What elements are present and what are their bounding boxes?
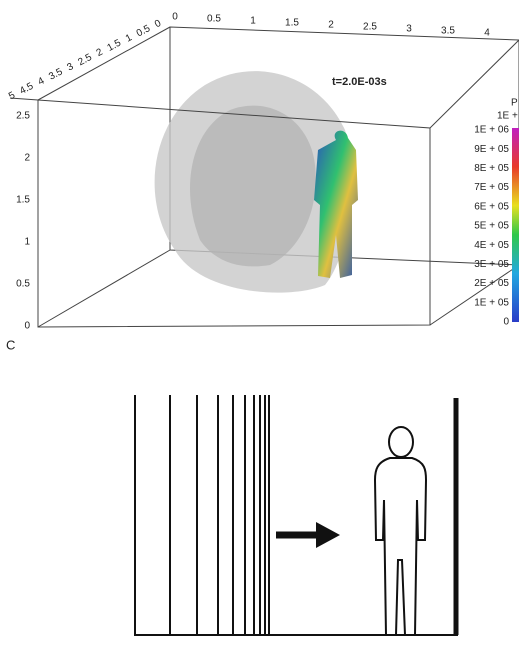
- x-tick-label: 0: [172, 12, 178, 23]
- x-tick-label: 0.5: [207, 14, 221, 25]
- depth-tick-label: 4: [36, 75, 46, 88]
- depth-tick-label: 1: [124, 32, 134, 45]
- depth-tick-label: 0: [153, 18, 163, 31]
- wave-fronts: [170, 395, 269, 635]
- colorbar-label: 7E + 05: [474, 182, 509, 193]
- depth-tick-label: 5: [7, 90, 17, 103]
- depth-tick-label: 2.5: [76, 52, 94, 68]
- colorbar: [512, 128, 519, 322]
- edge: [38, 250, 170, 327]
- schematic: [135, 395, 458, 635]
- colorbar-title: P: [511, 98, 518, 109]
- colorbar-label: 1E + 05: [474, 297, 509, 308]
- x-tick-label: 2.5: [363, 22, 377, 33]
- depth-tick-label: 4.5: [18, 81, 36, 97]
- depth-tick-label: 0.5: [135, 23, 153, 39]
- colorbar-label: 3E + 05: [474, 259, 509, 270]
- colorbar-label: 2E + 05: [474, 278, 509, 289]
- x-tick-label: 3: [406, 24, 412, 35]
- x-tick-label: 1.5: [285, 18, 299, 29]
- figure: t=2.0E-03s C P 1E + 00.511.522.533.5454.…: [0, 0, 519, 668]
- z-tick-label: 1.5: [16, 195, 30, 206]
- z-tick-label: 2.5: [16, 111, 30, 122]
- colorbar-label: 5E + 05: [474, 221, 509, 232]
- x-tick-label: 4: [484, 28, 490, 39]
- depth-tick-label: 2: [95, 47, 105, 60]
- colorbar-label: 6E + 05: [474, 201, 509, 212]
- z-tick-label: 0.5: [16, 279, 30, 290]
- z-tick-label: 2: [24, 153, 30, 164]
- colorbar-label: 1E + 06: [474, 125, 509, 136]
- time-label: t=2.0E-03s: [332, 76, 387, 88]
- z-tick-label: 0: [24, 321, 30, 332]
- plot-box: [10, 27, 519, 327]
- depth-tick-label: 1.5: [106, 37, 124, 53]
- depth-tick-label: 3: [65, 61, 75, 74]
- x-tick-label: 3.5: [441, 26, 455, 37]
- colorbar-top-label: 1E +: [497, 111, 518, 122]
- page: {"panel_label": "C", "time_label": "t=2.…: [0, 0, 519, 668]
- colorbar-label: 8E + 05: [474, 163, 509, 174]
- x-tick-label: 1: [250, 16, 256, 27]
- arrow-head: [316, 522, 340, 548]
- panel-label: C: [6, 337, 15, 352]
- depth-tick-label: 3.5: [47, 66, 65, 82]
- colorbar-label: 0: [503, 317, 509, 328]
- person: [375, 427, 426, 635]
- colorbar-label: 4E + 05: [474, 240, 509, 251]
- edge: [38, 27, 170, 100]
- colorbar-label: 9E + 05: [474, 144, 509, 155]
- x-tick-label: 2: [328, 20, 334, 31]
- z-tick-label: 1: [24, 237, 30, 248]
